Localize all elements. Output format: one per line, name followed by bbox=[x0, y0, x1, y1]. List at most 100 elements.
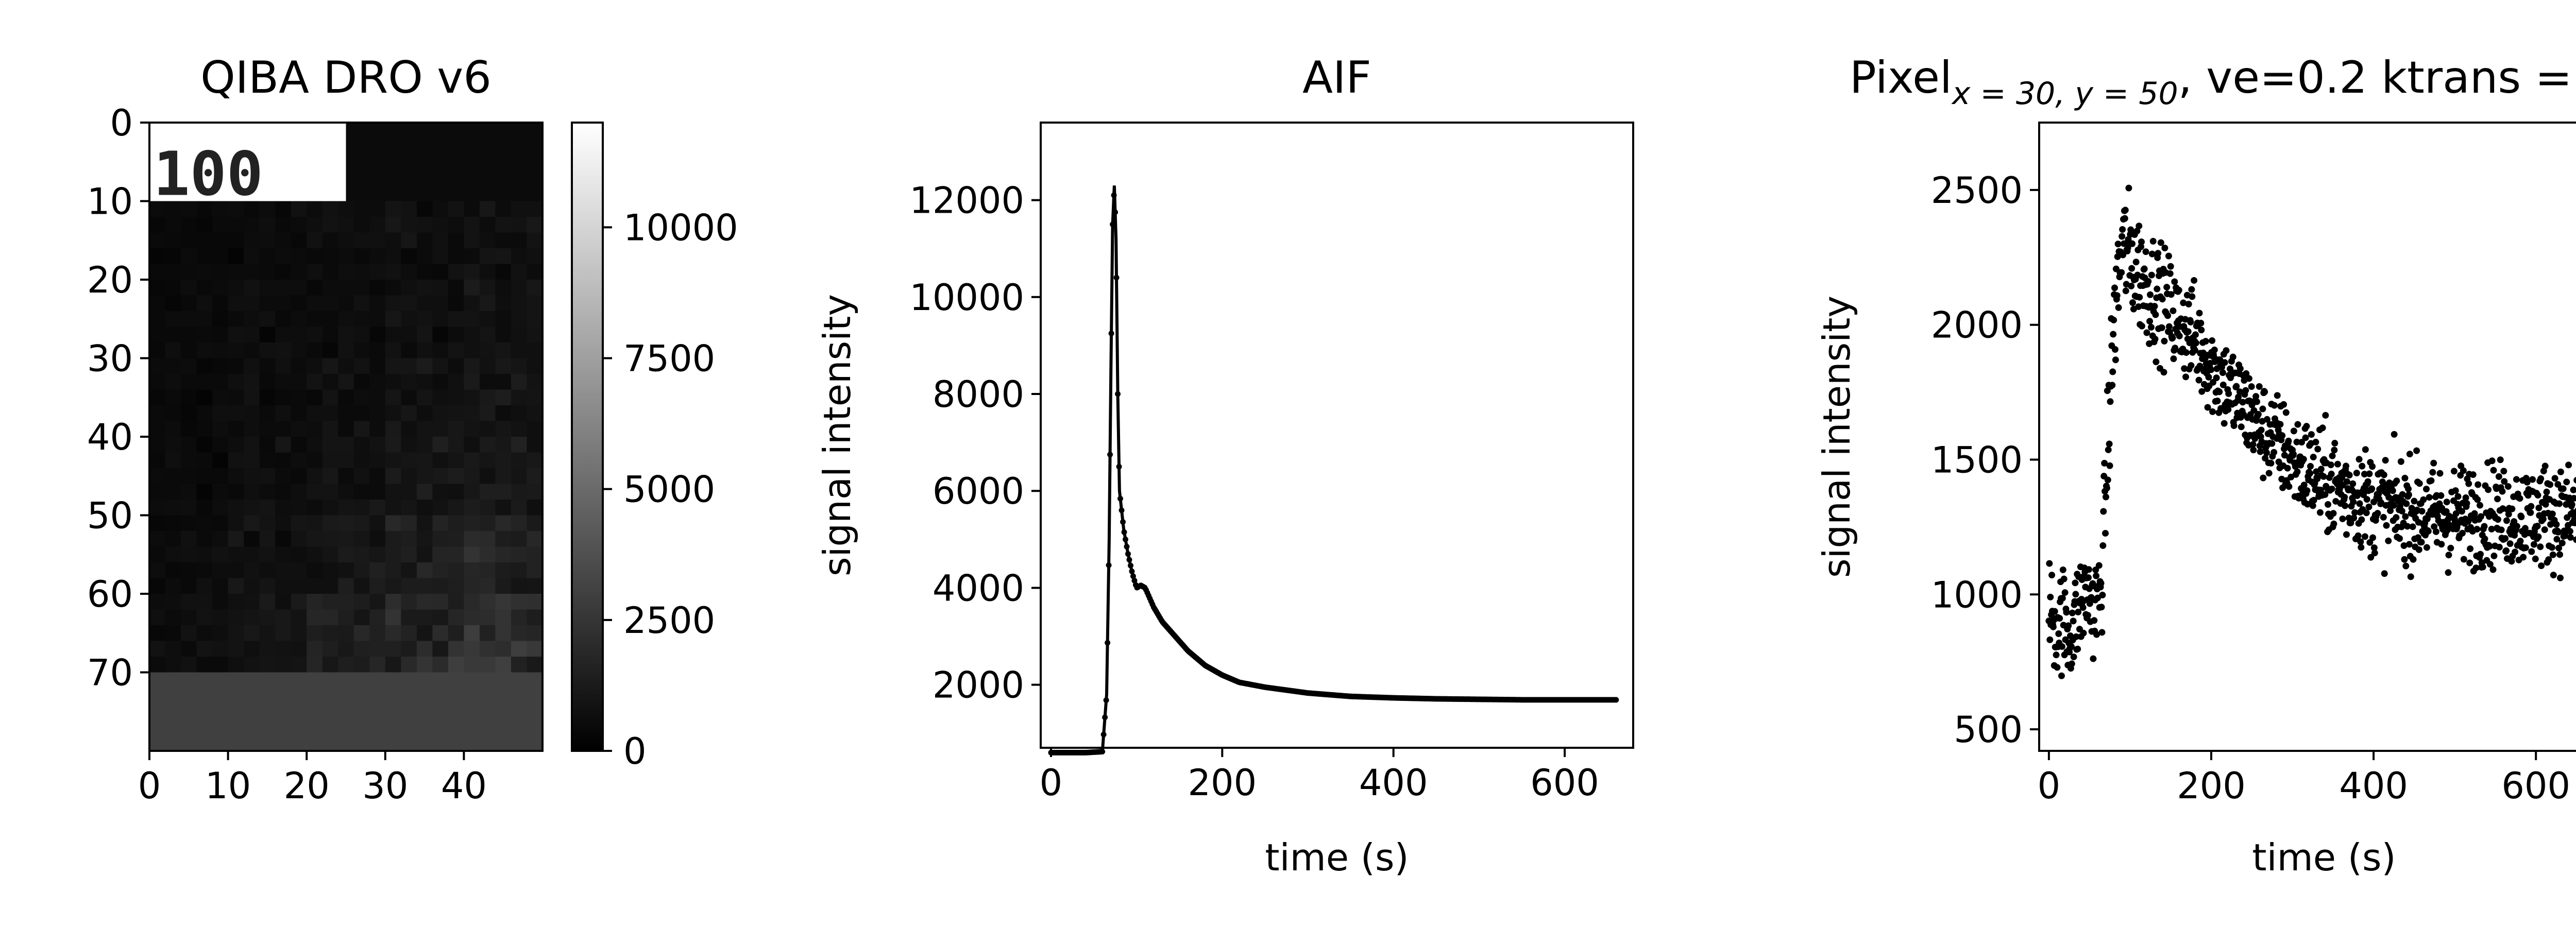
heatmap-pixel bbox=[479, 594, 496, 610]
heatmap-pixel bbox=[511, 232, 528, 249]
heatmap-pixel bbox=[338, 311, 354, 328]
pixel-data-point bbox=[2079, 604, 2087, 611]
pixel-data-point bbox=[2070, 654, 2077, 661]
pixel-data-point bbox=[2114, 241, 2122, 248]
pixel-data-point bbox=[2098, 604, 2105, 611]
pixel-data-point bbox=[2211, 346, 2218, 353]
pixel-data-point bbox=[2209, 337, 2216, 344]
heatmap-pixel bbox=[527, 468, 543, 485]
heatmap-pixel bbox=[196, 641, 213, 657]
pixel-data-point bbox=[2573, 477, 2576, 484]
heatmap-pixel bbox=[416, 374, 433, 390]
heatmap-pixel bbox=[432, 248, 449, 265]
pixel-data-point bbox=[2570, 495, 2576, 502]
heatmap-pixel bbox=[448, 452, 464, 469]
heatmap-pixel bbox=[259, 468, 276, 485]
heatmap-pixel bbox=[479, 468, 496, 485]
heatmap-pixel bbox=[181, 201, 197, 217]
heatmap-pixel bbox=[479, 358, 496, 374]
heatmap-pixel bbox=[275, 248, 292, 265]
pixel-data-point bbox=[2565, 461, 2572, 469]
pixel-data-point bbox=[2147, 323, 2155, 331]
pixel-data-point bbox=[2192, 339, 2199, 347]
heatmap-pixel bbox=[353, 405, 370, 422]
heatmap-pixel bbox=[291, 562, 307, 579]
pixel-data-point bbox=[2409, 523, 2416, 530]
heatmap-pixel bbox=[464, 500, 480, 516]
heatmap-pixel bbox=[275, 468, 292, 485]
heatmap-pixel bbox=[527, 452, 543, 469]
heatmap-pixel bbox=[369, 452, 386, 469]
pixel-data-point bbox=[2529, 476, 2536, 483]
pixel-data-point bbox=[2175, 286, 2182, 294]
pixel-data-point bbox=[2402, 562, 2410, 570]
heatmap-pixel bbox=[353, 531, 370, 547]
heatmap-pixel bbox=[511, 452, 528, 469]
pixel-data-point bbox=[2321, 491, 2329, 498]
heatmap-pixel bbox=[244, 295, 260, 312]
heatmap-pixel bbox=[228, 248, 244, 265]
heatmap-pixel bbox=[432, 657, 449, 673]
heatmap-pixel bbox=[212, 515, 229, 531]
heatmap-pixel bbox=[401, 657, 417, 673]
heatmap-pixel bbox=[527, 609, 543, 626]
heatmap-pixel bbox=[149, 594, 166, 610]
heatmap-pixel bbox=[212, 452, 229, 469]
heatmap-pixel bbox=[432, 452, 449, 469]
heatmap-pixel bbox=[432, 437, 449, 453]
pixel-data-point bbox=[2574, 495, 2576, 501]
heatmap-pixel bbox=[181, 374, 197, 390]
heatmap-pixel bbox=[181, 232, 197, 249]
heatmap-x-tick-label: 20 bbox=[284, 765, 330, 807]
pixel-data-point bbox=[2279, 432, 2286, 439]
heatmap-pixel bbox=[527, 374, 543, 390]
heatmap-pixel bbox=[432, 342, 449, 359]
heatmap-pixel bbox=[353, 625, 370, 642]
heatmap-pixel bbox=[385, 609, 401, 626]
heatmap-pixel bbox=[353, 327, 370, 343]
heatmap-pixel bbox=[244, 594, 260, 610]
pixel-data-point bbox=[2361, 471, 2368, 478]
pixel-data-point bbox=[2359, 462, 2366, 470]
heatmap-pixel bbox=[432, 641, 449, 657]
heatmap-pixel bbox=[259, 389, 276, 406]
heatmap-pixel bbox=[228, 641, 244, 657]
heatmap-pixel bbox=[165, 562, 181, 579]
pixel-data-point bbox=[2357, 538, 2364, 545]
pixel-data-point bbox=[2562, 532, 2569, 539]
heatmap-pixel bbox=[165, 295, 181, 312]
heatmap-pixel bbox=[511, 264, 528, 280]
heatmap-pixel bbox=[307, 578, 323, 594]
heatmap-pixel bbox=[511, 625, 528, 642]
pixel-data-point bbox=[2331, 447, 2338, 454]
pixel-data-point bbox=[2459, 529, 2466, 537]
heatmap-pixel bbox=[448, 358, 464, 374]
heatmap-pixel bbox=[432, 295, 449, 312]
pixel-data-point bbox=[2102, 529, 2109, 537]
heatmap-pixel bbox=[165, 437, 181, 453]
pixel-data-point bbox=[2541, 462, 2549, 470]
pixel-data-point bbox=[2147, 291, 2154, 298]
heatmap-pixel bbox=[464, 342, 480, 359]
heatmap-pixel bbox=[369, 311, 386, 328]
pixel-data-point bbox=[2513, 523, 2520, 530]
heatmap-pixel bbox=[353, 374, 370, 390]
pixel-data-point bbox=[2309, 502, 2316, 509]
heatmap-pixel bbox=[527, 217, 543, 233]
pixel-data-point bbox=[2184, 328, 2192, 335]
heatmap-pixel bbox=[448, 437, 464, 453]
heatmap-pixel bbox=[149, 327, 166, 343]
pixel-data-point bbox=[2556, 551, 2564, 558]
heatmap-pixel bbox=[479, 217, 496, 233]
pixel-data-point bbox=[2553, 521, 2560, 528]
pixel-data-point bbox=[2407, 573, 2414, 580]
pixel-data-point bbox=[2328, 470, 2335, 477]
aif-y-tick-label: 4000 bbox=[933, 567, 1024, 609]
heatmap-pixel bbox=[275, 437, 292, 453]
heatmap-pixel bbox=[307, 515, 323, 531]
pixel-data-point bbox=[2316, 509, 2324, 516]
heatmap-pixel bbox=[464, 295, 480, 312]
pixel-data-point bbox=[2405, 541, 2413, 548]
pixel-data-point bbox=[2382, 457, 2389, 464]
pixel-data-point bbox=[2568, 501, 2575, 508]
